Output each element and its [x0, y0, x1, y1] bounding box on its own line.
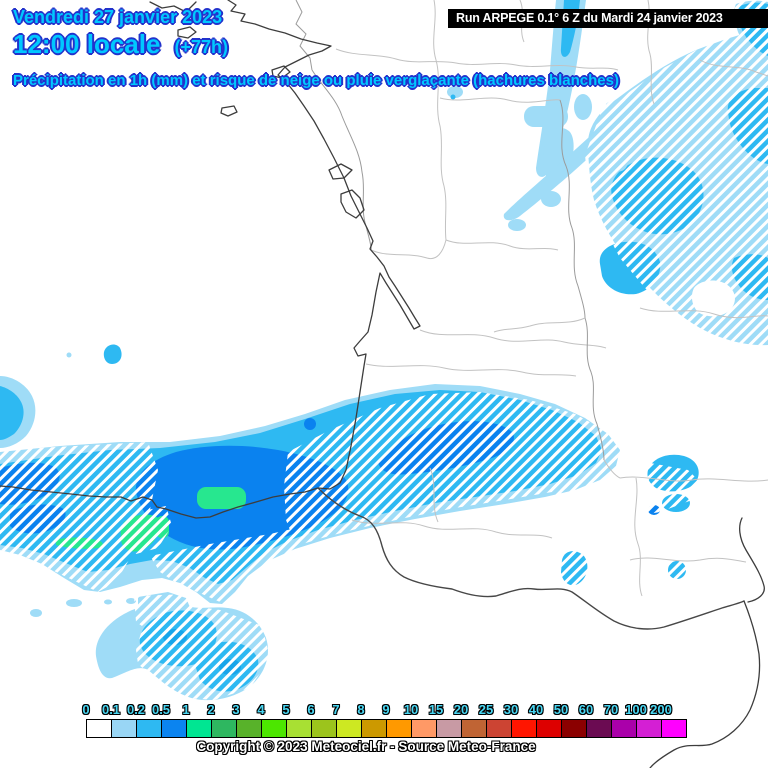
legend-cell: [261, 719, 287, 738]
legend-cell: [661, 719, 687, 738]
forecast-offset: (+77h): [174, 37, 228, 57]
legend-value: 2: [207, 702, 215, 717]
legend-value: 100: [625, 702, 647, 717]
legend-value: 10: [403, 702, 419, 717]
legend-cell: [536, 719, 562, 738]
legend-cell: [411, 719, 437, 738]
pyrenees-border: [317, 487, 745, 630]
legend-scale: 0 0.1 0.2 0.5 1 2 3 4 5 6 7 8 9 10 15 20 25 30 40 50 60 70 100…: [82, 702, 688, 740]
copyright-line: Copyright © 2023 Meteociel.fr - Source M…: [196, 739, 536, 754]
legend-value: 6: [307, 702, 315, 717]
legend-value: 1: [182, 702, 190, 717]
legend-cell: [186, 719, 212, 738]
legend-cell: [511, 719, 537, 738]
map-subtitle: Précipitation en 1h (mm) et risque de ne…: [13, 72, 619, 89]
legend-cell: [136, 719, 162, 738]
forecast-time: 12:00 locale: [13, 29, 161, 59]
legend-cell: [461, 719, 487, 738]
legend-cell: [161, 719, 187, 738]
coastline-mediterranean: [739, 517, 765, 603]
legend-cell: [211, 719, 237, 738]
legend-value: 5: [282, 702, 290, 717]
legend-value: 20: [453, 702, 469, 717]
legend-value: 0.1: [101, 702, 121, 717]
run-info-bar: Run ARPEGE 0.1° 6 Z du Mardi 24 janvier …: [448, 9, 768, 28]
legend-value: 0: [82, 702, 90, 717]
legend-value: 4: [257, 702, 265, 717]
legend-cell: [436, 719, 462, 738]
legend-cell: [386, 719, 412, 738]
legend-cell: [311, 719, 337, 738]
legend-cell: [361, 719, 387, 738]
legend-cell: [86, 719, 112, 738]
legend-value: 25: [478, 702, 494, 717]
legend-value: 60: [578, 702, 594, 717]
legend-cell: [286, 719, 312, 738]
legend-value: 70: [603, 702, 619, 717]
legend-value: 8: [357, 702, 365, 717]
forecast-header: Vendredi 27 janvier 2023 12:00 locale (+…: [13, 6, 228, 58]
legend-value: 0.5: [151, 702, 171, 717]
legend-cell: [561, 719, 587, 738]
legend-cell: [486, 719, 512, 738]
legend-value: 30: [503, 702, 519, 717]
legend-cell: [636, 719, 662, 738]
legend-value: 200: [650, 702, 672, 717]
forecast-date: Vendredi 27 janvier 2023: [13, 7, 223, 27]
legend-value: 0.2: [126, 702, 146, 717]
coastline-france: [0, 0, 421, 519]
snow-hatch-layer: [0, 0, 768, 700]
legend-cell: [111, 719, 137, 738]
legend-value: 3: [232, 702, 240, 717]
legend-cell: [586, 719, 612, 738]
legend-value: 50: [553, 702, 569, 717]
legend-value: 7: [332, 702, 340, 717]
legend-cell: [611, 719, 637, 738]
legend-cell: [236, 719, 262, 738]
legend-value: 40: [528, 702, 544, 717]
legend-cell: [336, 719, 362, 738]
legend-value: 15: [428, 702, 444, 717]
legend-value: 9: [382, 702, 390, 717]
